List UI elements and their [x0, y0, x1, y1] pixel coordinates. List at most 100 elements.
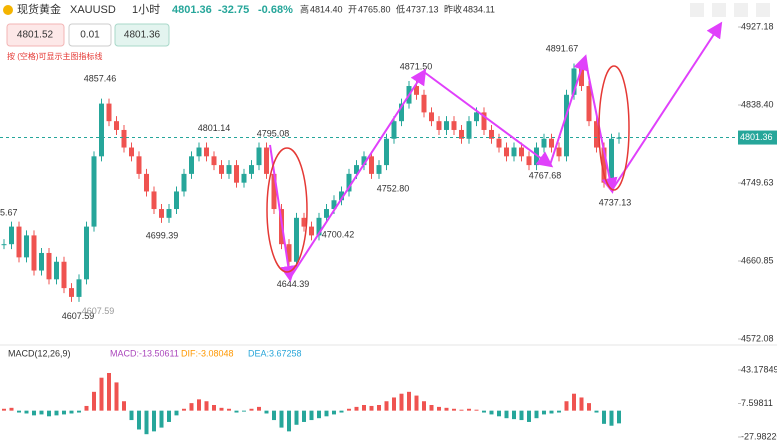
edge-label: 5.67	[0, 207, 18, 217]
candle	[301, 217, 307, 227]
candle	[466, 121, 472, 139]
candle	[324, 209, 329, 218]
macd-bar	[527, 410, 531, 422]
candle	[444, 121, 449, 130]
macd-bar	[249, 408, 254, 411]
ask-box[interactable]	[114, 23, 170, 47]
candle	[459, 129, 464, 139]
macd-bar	[594, 410, 599, 413]
bid: 4801.52	[17, 30, 54, 41]
candle	[189, 156, 194, 174]
candle	[174, 191, 179, 210]
price-annotation: 4891.67	[546, 44, 579, 54]
candle	[549, 138, 554, 148]
macd-bar	[339, 410, 344, 413]
macd-bar	[84, 405, 89, 411]
price-annotation: 4767.68	[529, 171, 562, 181]
candle	[526, 156, 532, 166]
macd-bar	[212, 405, 216, 411]
stat-value: 4737.13	[406, 4, 439, 14]
price-annotation: 4857.46	[84, 74, 117, 84]
macd-bar	[279, 410, 284, 428]
macd-bar	[9, 407, 14, 411]
macd-bar	[167, 410, 171, 422]
candle	[166, 209, 172, 218]
annotation-arrows	[269, 21, 723, 282]
price-annotation: 4607.59	[82, 306, 115, 316]
annotation-ellipses	[266, 65, 630, 273]
candle	[54, 261, 59, 280]
stat-label: 低	[396, 3, 405, 14]
stat-label: 开	[348, 4, 357, 14]
candle	[61, 261, 67, 289]
candle	[196, 147, 202, 157]
candle	[256, 147, 262, 166]
macd-bar	[99, 377, 104, 411]
symbol[interactable]: XAUUSD	[70, 4, 116, 16]
candle	[114, 121, 119, 130]
candle	[376, 165, 382, 174]
macd-bar	[617, 410, 621, 424]
qty: 0.01	[80, 30, 100, 41]
macd-bar	[47, 410, 51, 417]
candle	[601, 147, 607, 183]
macd-bar	[602, 410, 606, 424]
macd-bar	[227, 408, 231, 411]
macd-bar	[77, 410, 81, 413]
macd-bar	[497, 410, 501, 417]
macd-bar	[399, 393, 404, 411]
macd-bar	[452, 408, 456, 411]
macd-bar	[384, 401, 389, 411]
macd-bar	[159, 410, 164, 428]
candle	[346, 173, 352, 192]
macd-bar	[444, 407, 449, 411]
macd-bar	[264, 410, 269, 414]
macd-title: MACD(12,26,9)	[8, 348, 71, 358]
candle	[481, 112, 487, 130]
macd-bar	[257, 406, 261, 411]
macd-bar	[114, 382, 119, 411]
interval[interactable]: 1小时	[132, 3, 160, 16]
macd-bar	[549, 410, 554, 414]
price-annotation: 4871.50	[400, 61, 433, 71]
candle	[571, 68, 577, 95]
candle	[519, 147, 524, 157]
candle	[249, 165, 254, 174]
candle	[339, 191, 344, 201]
price-annotation: 4801.14	[198, 123, 231, 133]
candle	[106, 103, 112, 122]
macd-bar	[137, 410, 141, 430]
macd-bar	[62, 410, 66, 415]
candle	[39, 252, 44, 271]
candle	[421, 94, 427, 113]
candle	[369, 156, 374, 174]
macd-bar	[579, 397, 584, 411]
dea-label: DEA:3.67258	[248, 348, 302, 358]
symbol-name[interactable]: 现货黄金	[17, 2, 61, 16]
macd-bar	[572, 393, 576, 411]
candle	[241, 173, 247, 183]
stat-label: 高	[300, 3, 309, 14]
candle	[204, 147, 209, 157]
macd-bar	[377, 405, 381, 411]
macd-bar	[609, 410, 614, 426]
macd-bar	[219, 407, 224, 411]
y-tick-label: 4838.40	[741, 99, 774, 109]
candle	[76, 279, 82, 297]
macd-bar	[504, 410, 509, 419]
change-pct: -0.68%	[258, 4, 293, 16]
stat-value: 4814.40	[310, 4, 343, 14]
qty-box[interactable]	[68, 23, 112, 47]
candle	[586, 86, 592, 122]
bid-box[interactable]	[6, 23, 65, 47]
symbol-icon	[3, 5, 13, 15]
macd-bar	[482, 410, 486, 413]
candle	[361, 156, 367, 166]
macd-bar	[234, 410, 239, 413]
macd-bar	[317, 410, 321, 419]
candle	[181, 173, 187, 192]
candle	[436, 121, 442, 130]
macd-bar	[474, 409, 479, 411]
candle	[69, 288, 74, 297]
